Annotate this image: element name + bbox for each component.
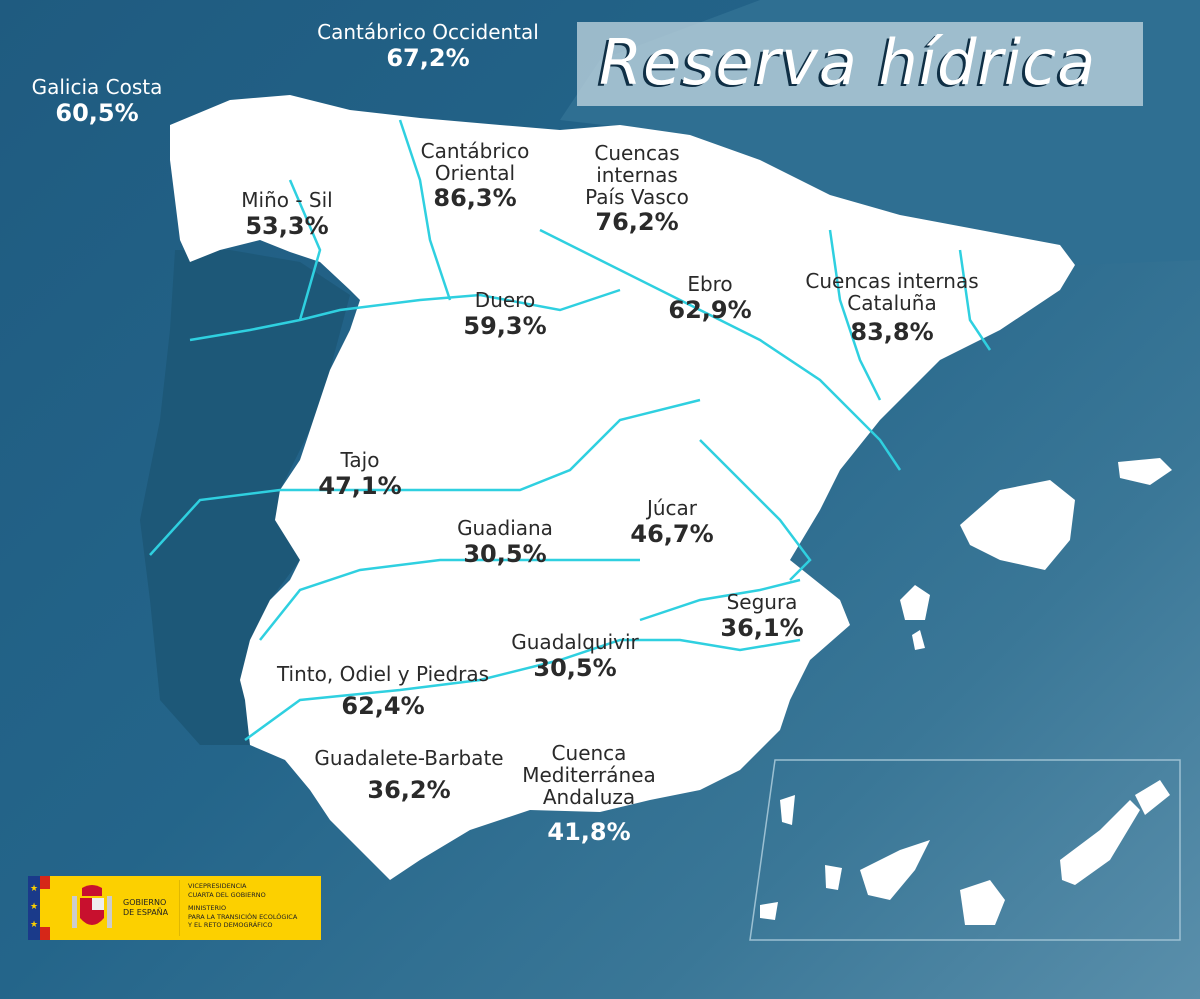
basin-label: Cuencas internas Cataluña 83,8%: [805, 269, 979, 346]
basin-label: Cuencas internas País Vasco 76,2%: [585, 141, 689, 236]
canary-islands: [749, 759, 1181, 941]
basin-label: Ebro 62,9%: [668, 272, 752, 324]
portugal-land: [140, 250, 350, 745]
balearic-islands: [900, 458, 1172, 650]
basin-label: Tajo 47,1%: [318, 448, 402, 500]
basin-label: Júcar 46,7%: [630, 496, 714, 548]
basin-label: Tinto, Odiel y Piedras 62,4%: [276, 662, 490, 720]
basin-label: Galicia Costa 60,5%: [31, 75, 163, 127]
basin-label: Cuenca Mediterránea Andaluza 41,8%: [522, 741, 656, 846]
basin-label: Guadiana 30,5%: [457, 516, 553, 568]
title-banner: Reserva hídrica: [577, 22, 1143, 106]
basin-label: Cantábrico Oriental 86,3%: [420, 139, 530, 212]
basin-label: Miño - Sil 53,3%: [241, 188, 333, 240]
basin-label: Guadalete-Barbate 36,2%: [314, 746, 504, 804]
coat-of-arms-icon: [72, 885, 112, 928]
basin-label: Duero 59,3%: [463, 288, 547, 340]
basin-label: Cantábrico Occidental 67,2%: [317, 20, 539, 72]
ministry-text: VICEPRESIDENCIA CUARTA DEL GOBIERNO MINI…: [188, 882, 298, 929]
spain-mainland: [170, 95, 1075, 880]
basin-label: Segura 36,1%: [720, 590, 804, 642]
rivers: [149, 119, 992, 742]
gobierno-espana-logo: ★ ★ ★ GOBIERNO DE ESPAÑA VICEPRESIDENCIA C…: [28, 876, 321, 940]
basin-label: Guadalquivir 30,5%: [511, 630, 639, 682]
map-title: Reserva hídrica: [599, 26, 1097, 99]
